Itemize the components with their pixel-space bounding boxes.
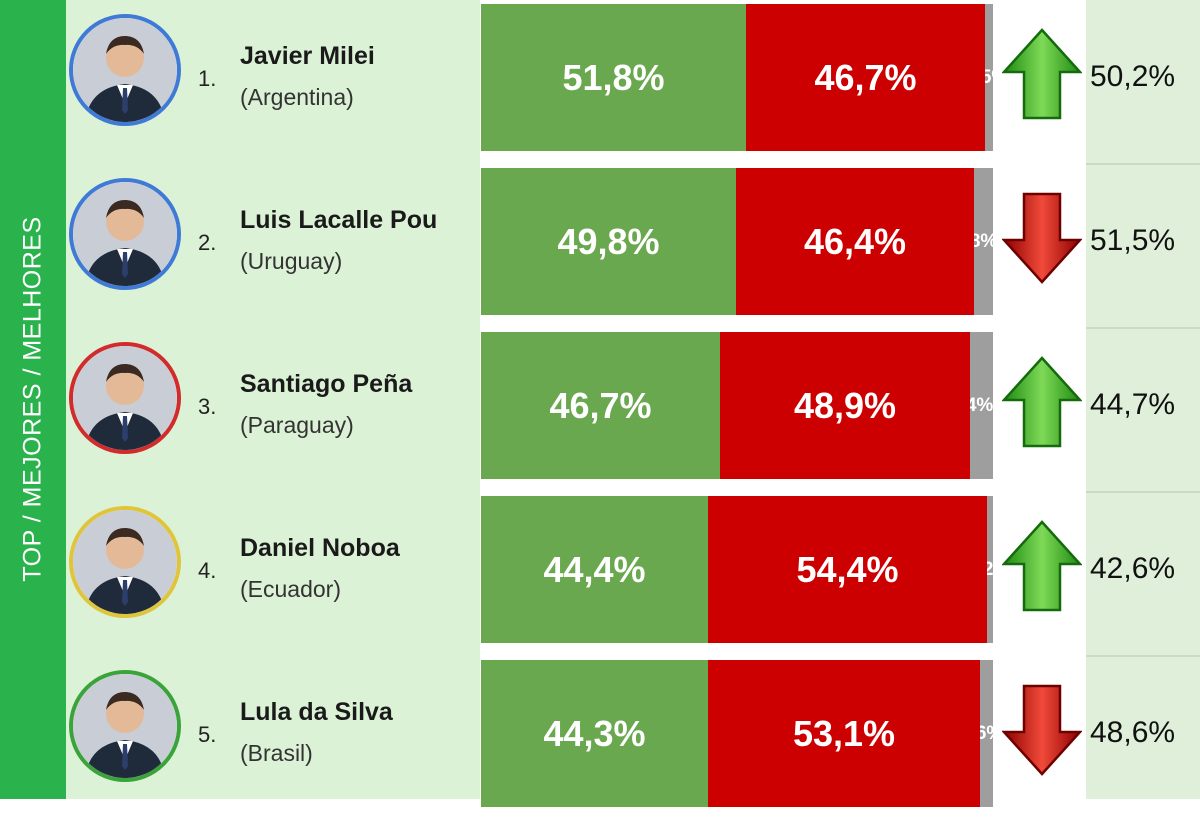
leader-name: Lula da Silva — [240, 698, 393, 726]
row-divider — [1086, 327, 1200, 329]
leader-name: Luis Lacalle Pou — [240, 206, 438, 234]
previous-value: 42,6% — [1090, 552, 1176, 585]
bar-disapprove: 48,9% — [720, 332, 970, 479]
previous-values-panel — [1086, 0, 1200, 799]
leader-country: (Argentina) — [240, 84, 354, 110]
bar-other: 2,6% — [980, 660, 993, 807]
row-divider — [1086, 163, 1200, 165]
stacked-bar: 44,4%54,4%1,2% — [481, 496, 993, 643]
row-divider — [1086, 491, 1200, 493]
bar-other-label: 1,5% — [985, 66, 993, 88]
bar-approve: 46,7% — [481, 332, 720, 479]
arrow-down-icon — [1002, 192, 1082, 284]
avatar — [69, 14, 181, 126]
stacked-bar: 44,3%53,1%2,6% — [481, 660, 993, 807]
bar-approve: 49,8% — [481, 168, 736, 315]
arrow-up-icon — [1002, 28, 1082, 120]
stacked-bar: 46,7%48,9%4,4% — [481, 332, 993, 479]
bar-other: 4,4% — [970, 332, 993, 479]
rank-number: 5. — [198, 722, 217, 747]
rank-number: 4. — [198, 558, 217, 583]
bar-other-label: 2,6% — [980, 722, 993, 744]
bar-other-label: 3,8% — [974, 230, 993, 252]
bar-disapprove: 54,4% — [708, 496, 987, 643]
bar-other-label: 1,2% — [987, 558, 993, 580]
previous-value: 50,2% — [1090, 60, 1176, 93]
bar-disapprove: 46,7% — [746, 4, 985, 151]
leader-country: (Ecuador) — [240, 576, 341, 602]
previous-value: 44,7% — [1090, 388, 1176, 421]
stacked-bar: 51,8%46,7%1,5% — [481, 4, 993, 151]
arrow-down-icon — [1002, 684, 1082, 776]
previous-value: 48,6% — [1090, 716, 1176, 749]
bar-disapprove: 53,1% — [708, 660, 980, 807]
previous-value: 51,5% — [1090, 224, 1176, 257]
avatar — [69, 506, 181, 618]
leader-name: Javier Milei — [240, 42, 375, 70]
leader-country: (Brasil) — [240, 740, 313, 766]
bar-approve: 44,4% — [481, 496, 708, 643]
bar-approve: 51,8% — [481, 4, 746, 151]
bar-other: 1,2% — [987, 496, 993, 643]
bar-other-label: 4,4% — [970, 394, 993, 416]
bar-other: 1,5% — [985, 4, 993, 151]
bar-approve: 44,3% — [481, 660, 708, 807]
bar-disapprove: 46,4% — [736, 168, 974, 315]
row-divider — [1086, 655, 1200, 657]
leader-country: (Uruguay) — [240, 248, 343, 274]
avatar — [69, 178, 181, 290]
arrow-up-icon — [1002, 356, 1082, 448]
arrow-up-icon — [1002, 520, 1082, 612]
rank-number: 3. — [198, 394, 217, 419]
rank-number: 1. — [198, 66, 217, 91]
avatar — [69, 670, 181, 782]
leader-name: Santiago Peña — [240, 370, 413, 398]
avatar — [69, 342, 181, 454]
stacked-bar: 49,8%46,4%3,8% — [481, 168, 993, 315]
rank-number: 2. — [198, 230, 217, 255]
leader-name: Daniel Noboa — [240, 534, 400, 562]
leader-country: (Paraguay) — [240, 412, 354, 438]
bar-other: 3,8% — [974, 168, 993, 315]
side-band: TOP / MEJORES / MELHORES — [0, 0, 66, 799]
